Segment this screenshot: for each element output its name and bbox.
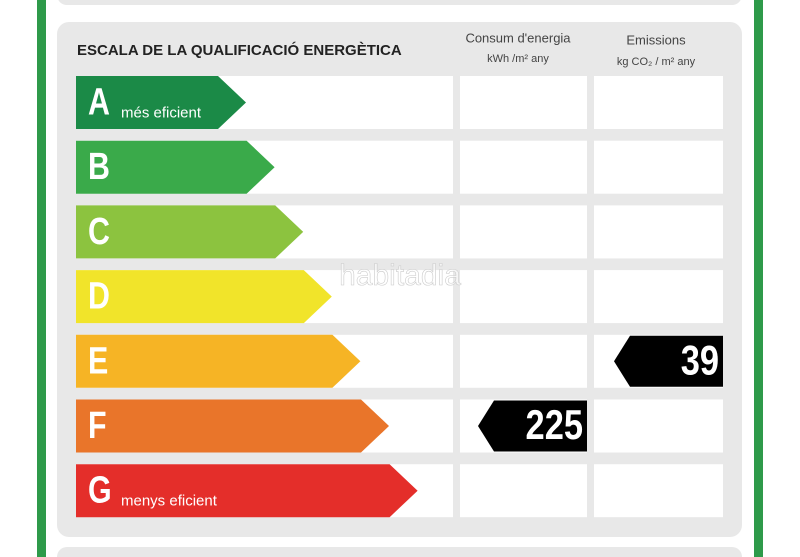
class-arrow: [76, 334, 361, 388]
cell: [594, 76, 723, 129]
class-letter: A: [88, 81, 110, 123]
class-letter: D: [88, 276, 110, 318]
class-arrow: [76, 205, 304, 259]
column-title: Emissions: [626, 32, 686, 47]
cell: [594, 140, 723, 194]
class-letter: E: [88, 340, 108, 382]
cell: [460, 205, 587, 259]
class-label: més eficient: [121, 104, 202, 121]
cell: [594, 205, 723, 259]
column-unit: kWh /m² any: [487, 53, 549, 65]
watermark: habitadia: [339, 259, 461, 292]
rating-value: 39: [681, 337, 719, 384]
title: ESCALA DE LA QUALIFICACIÓ ENERGÈTICA: [77, 41, 402, 59]
cell: [594, 464, 723, 518]
class-letter: C: [88, 211, 110, 253]
class-letter: B: [88, 146, 110, 188]
cell: [460, 464, 587, 518]
right-border: [754, 0, 763, 557]
class-arrow: [76, 270, 332, 324]
cell: [460, 140, 587, 194]
column-unit: kg CO₂ / m² any: [617, 56, 696, 68]
cell: [460, 334, 587, 388]
column-title: Consum d'energia: [465, 30, 571, 45]
class-arrow: [76, 140, 275, 194]
class-label: menys eficient: [121, 493, 218, 510]
cell: [460, 270, 587, 324]
class-letter: G: [88, 470, 112, 512]
cell: [594, 270, 723, 324]
left-border: [37, 0, 46, 557]
class-arrow: [76, 399, 389, 453]
cell: [594, 399, 723, 453]
top-panel: [58, 0, 741, 5]
rating-value: 225: [526, 402, 583, 449]
class-arrow: [76, 76, 246, 129]
rating-badge: [614, 335, 723, 387]
class-letter: F: [88, 405, 107, 447]
class-arrow: [76, 464, 418, 518]
cell: [460, 76, 587, 129]
rating-badge: [478, 400, 587, 452]
bottom-panel: [57, 547, 742, 557]
